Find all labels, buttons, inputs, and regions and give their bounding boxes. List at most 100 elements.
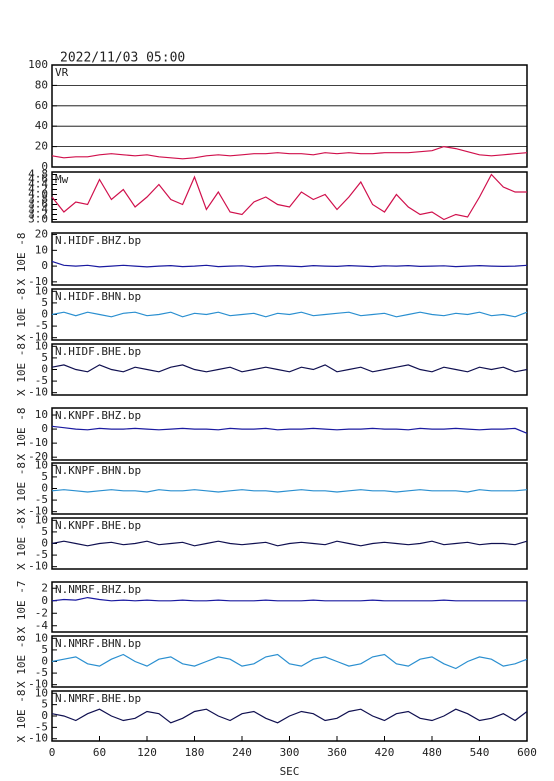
x-tick-label: 540 — [470, 746, 490, 759]
y-tick-label: 0 — [41, 655, 48, 668]
trace-line — [51, 311, 528, 318]
y-tick-label: 60 — [35, 99, 48, 112]
y-tick-label: 3.2 — [28, 208, 48, 221]
y-tick-label: 5 — [41, 698, 48, 711]
y-tick-label: -10 — [28, 678, 48, 691]
panel-label: VR — [55, 66, 69, 79]
panel-label: N.HIDF.BHN.bp — [55, 290, 141, 303]
panel-frame — [51, 232, 528, 286]
panel-label: N.KNPF.BHE.bp — [55, 519, 141, 532]
y-tick-label: -5 — [35, 720, 48, 733]
y-tick-label: -10 — [28, 331, 48, 344]
trace-line — [51, 173, 527, 221]
y-axis-label: X 10E -7 — [15, 581, 28, 634]
panel-label: N.KNPF.BHZ.bp — [55, 409, 141, 422]
y-axis-label: X 10E -8 — [15, 690, 28, 743]
y-tick-label: 0 — [41, 482, 48, 495]
y-tick-label: 10 — [35, 631, 48, 644]
y-tick-label: 10 — [35, 513, 48, 526]
trace-line — [51, 708, 528, 724]
trace-line — [51, 145, 528, 160]
y-tick-label: -4 — [35, 619, 49, 632]
trace-line — [51, 260, 528, 268]
x-tick-label: 0 — [49, 746, 56, 759]
panel-label: Mw — [55, 173, 69, 186]
x-tick-label: 120 — [137, 746, 157, 759]
y-tick-label: 4.6 — [28, 173, 48, 186]
trace-line — [51, 540, 528, 547]
panel-frame — [51, 64, 528, 168]
y-tick-label: 4.8 — [28, 168, 48, 181]
y-tick-label: 4.0 — [28, 188, 48, 201]
trace-line — [51, 596, 527, 602]
panel-label: N.NMRF.BHZ.bp — [55, 583, 141, 596]
y-tick-label: -5 — [35, 374, 48, 387]
y-tick-label: 20 — [35, 140, 48, 153]
panel-frame — [51, 407, 528, 461]
panel-frame — [51, 581, 528, 633]
y-tick-label: 0 — [41, 537, 48, 550]
trace-line — [51, 425, 528, 434]
y-tick-label: 0 — [41, 594, 48, 607]
y-tick-label: 10 — [35, 284, 48, 297]
y-tick-label: -2 — [35, 606, 48, 619]
y-tick-label: 0 — [41, 422, 48, 435]
panel-label: N.HIDF.BHE.bp — [55, 345, 141, 358]
y-axis-label: X 10E -8 — [15, 462, 28, 515]
panel-label: N.HIDF.BHZ.bp — [55, 234, 141, 247]
panel-label: N.NMRF.BHN.bp — [55, 637, 141, 650]
y-tick-label: 2 — [41, 581, 48, 594]
y-tick-label: 20 — [35, 228, 48, 241]
y-axis-label: X 10E -8 — [15, 517, 28, 570]
y-axis-label: X 10E -8 — [15, 288, 28, 341]
y-tick-label: 5 — [41, 525, 48, 538]
y-tick-label: 4.4 — [28, 178, 48, 191]
y-tick-label: 80 — [35, 78, 48, 91]
x-tick-label: 600 — [517, 746, 537, 759]
y-tick-label: -10 — [28, 732, 48, 745]
y-tick-label: 5 — [41, 643, 48, 656]
y-tick-label: 5 — [41, 470, 48, 483]
trace-line — [51, 364, 528, 373]
y-tick-label: -10 — [28, 560, 48, 573]
y-tick-label: 0 — [41, 363, 48, 376]
y-tick-label: 3.0 — [28, 213, 48, 226]
y-tick-label: 0 — [41, 709, 48, 722]
y-tick-label: -5 — [35, 666, 48, 679]
y-tick-label: 0 — [41, 160, 48, 173]
x-axis-label: SEC — [280, 765, 300, 778]
y-tick-label: 3.6 — [28, 198, 48, 211]
x-tick-label: 480 — [422, 746, 442, 759]
chart-title: 2022/11/03 05:00 — [60, 51, 185, 66]
x-tick-label: 300 — [280, 746, 300, 759]
y-tick-label: 5 — [41, 351, 48, 364]
y-tick-label: -10 — [28, 386, 48, 399]
y-tick-label: -10 — [28, 505, 48, 518]
y-tick-label: -20 — [28, 450, 48, 463]
y-tick-label: 10 — [35, 339, 48, 352]
y-axis-label: X 10E -8 — [15, 635, 28, 688]
y-tick-label: -10 — [28, 275, 48, 288]
panel-label: N.KNPF.BHN.bp — [55, 464, 141, 477]
y-tick-label: 3.4 — [28, 203, 48, 216]
x-tick-label: 60 — [93, 746, 106, 759]
x-tick-label: 240 — [232, 746, 252, 759]
y-axis-label: X 10E -8 — [15, 233, 28, 286]
y-axis-label: X 10E -8 — [15, 408, 28, 461]
y-tick-label: -5 — [35, 548, 48, 561]
y-tick-label: 100 — [28, 58, 48, 71]
y-tick-label: 4.2 — [28, 183, 48, 196]
y-tick-label: -5 — [35, 319, 48, 332]
y-tick-label: 5 — [41, 296, 48, 309]
y-tick-label: 3.8 — [28, 193, 48, 206]
panel-label: N.NMRF.BHE.bp — [55, 692, 141, 705]
trace-line — [51, 653, 528, 670]
y-axis-label: X 10E -8 — [15, 343, 28, 396]
trace-line — [51, 489, 528, 493]
x-tick-label: 180 — [185, 746, 205, 759]
y-tick-label: -10 — [28, 436, 48, 449]
x-tick-label: 420 — [375, 746, 395, 759]
y-tick-label: 0 — [41, 259, 48, 272]
